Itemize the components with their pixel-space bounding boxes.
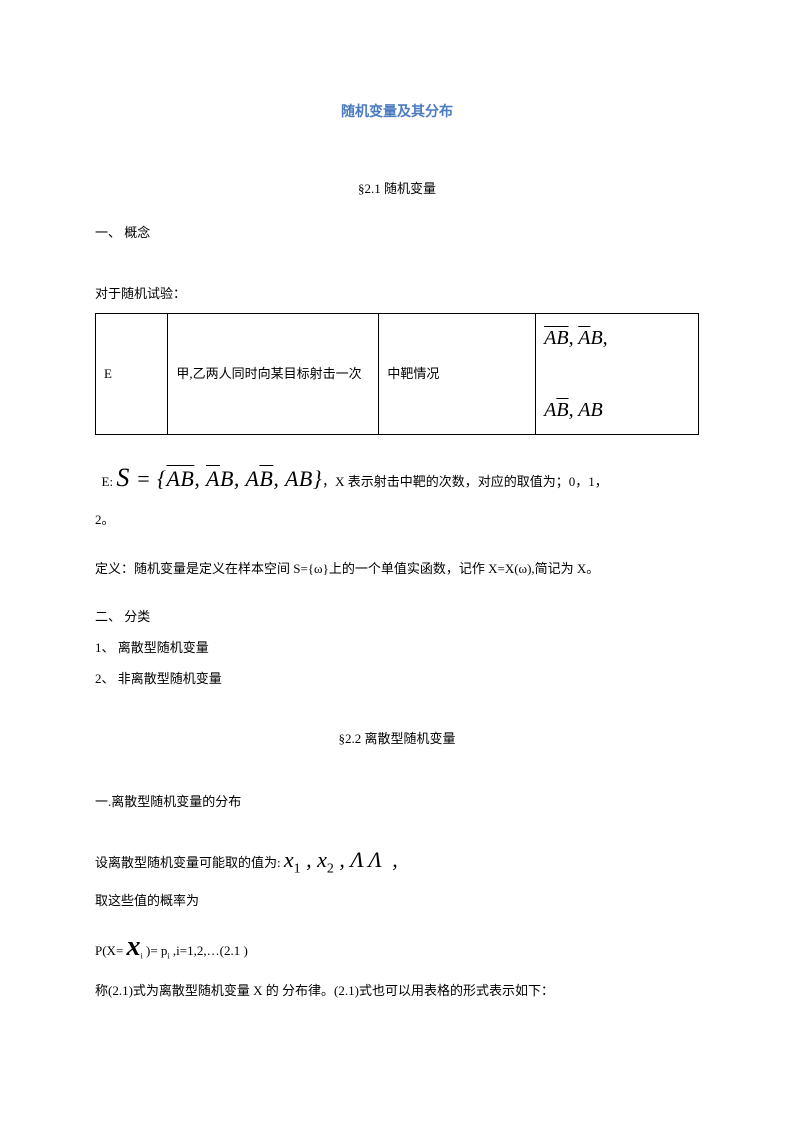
heading-concept: 一、 概念 — [95, 221, 699, 246]
heading-classification: 二、 分类 — [95, 605, 699, 630]
intro-text: 对于随机试验： — [95, 282, 699, 307]
sample-space-line: E: S = {AB, AB, AB, AB}，X 表示射击中靶的次数，对应的取… — [95, 453, 699, 502]
formula-suf: )= p — [143, 943, 168, 958]
list-item-2: 2、 非离散型随机变量 — [95, 667, 699, 692]
experiment-table: E 甲,乙两人同时向某目标射击一次 中靶情况 AB, AB, AB, AB — [95, 313, 699, 435]
formula-end: ,i=1,2,…(2.1 ) — [170, 943, 248, 958]
table-cell-e: E — [96, 313, 168, 434]
definition-text: 定义：随机变量是定义在样本空间 S={ω}上的一个单值实函数，记作 X=X(ω)… — [95, 557, 699, 582]
formula-line: P(X= xi )= pi ,i=1,2,…(2.1 ) — [95, 920, 699, 973]
subsection-heading-dist: 一.离散型随机变量的分布 — [95, 790, 699, 815]
section-heading-21: §2.1 随机变量 — [95, 177, 699, 202]
line-two: 2。 — [95, 508, 699, 533]
document-title: 随机变量及其分布 — [95, 100, 699, 127]
list-item-1: 1、 离散型随机变量 — [95, 636, 699, 661]
table-cell-hit: 中靶情况 — [379, 313, 536, 434]
table-cell-desc: 甲,乙两人同时向某目标射击一次 — [168, 313, 379, 434]
table-cell-outcomes: AB, AB, AB, AB — [536, 313, 699, 434]
dist-law-line: 称(2.1)式为离散型随机变量 X 的 分布律。(2.1)式也可以用表格的形式表… — [95, 979, 699, 1004]
values-prefix: 设离散型随机变量可能取的值为: — [95, 855, 281, 870]
section-heading-22: §2.2 离散型随机变量 — [95, 727, 699, 752]
prob-line: 取这些值的概率为 — [95, 889, 699, 914]
values-line: 设离散型随机变量可能取的值为: x1 , x2 , Λ Λ , — [95, 839, 699, 883]
formula-pre: P(X= — [95, 943, 127, 958]
after-set-text: ，X 表示射击中靶的次数，对应的取值为；0，1， — [322, 474, 608, 489]
